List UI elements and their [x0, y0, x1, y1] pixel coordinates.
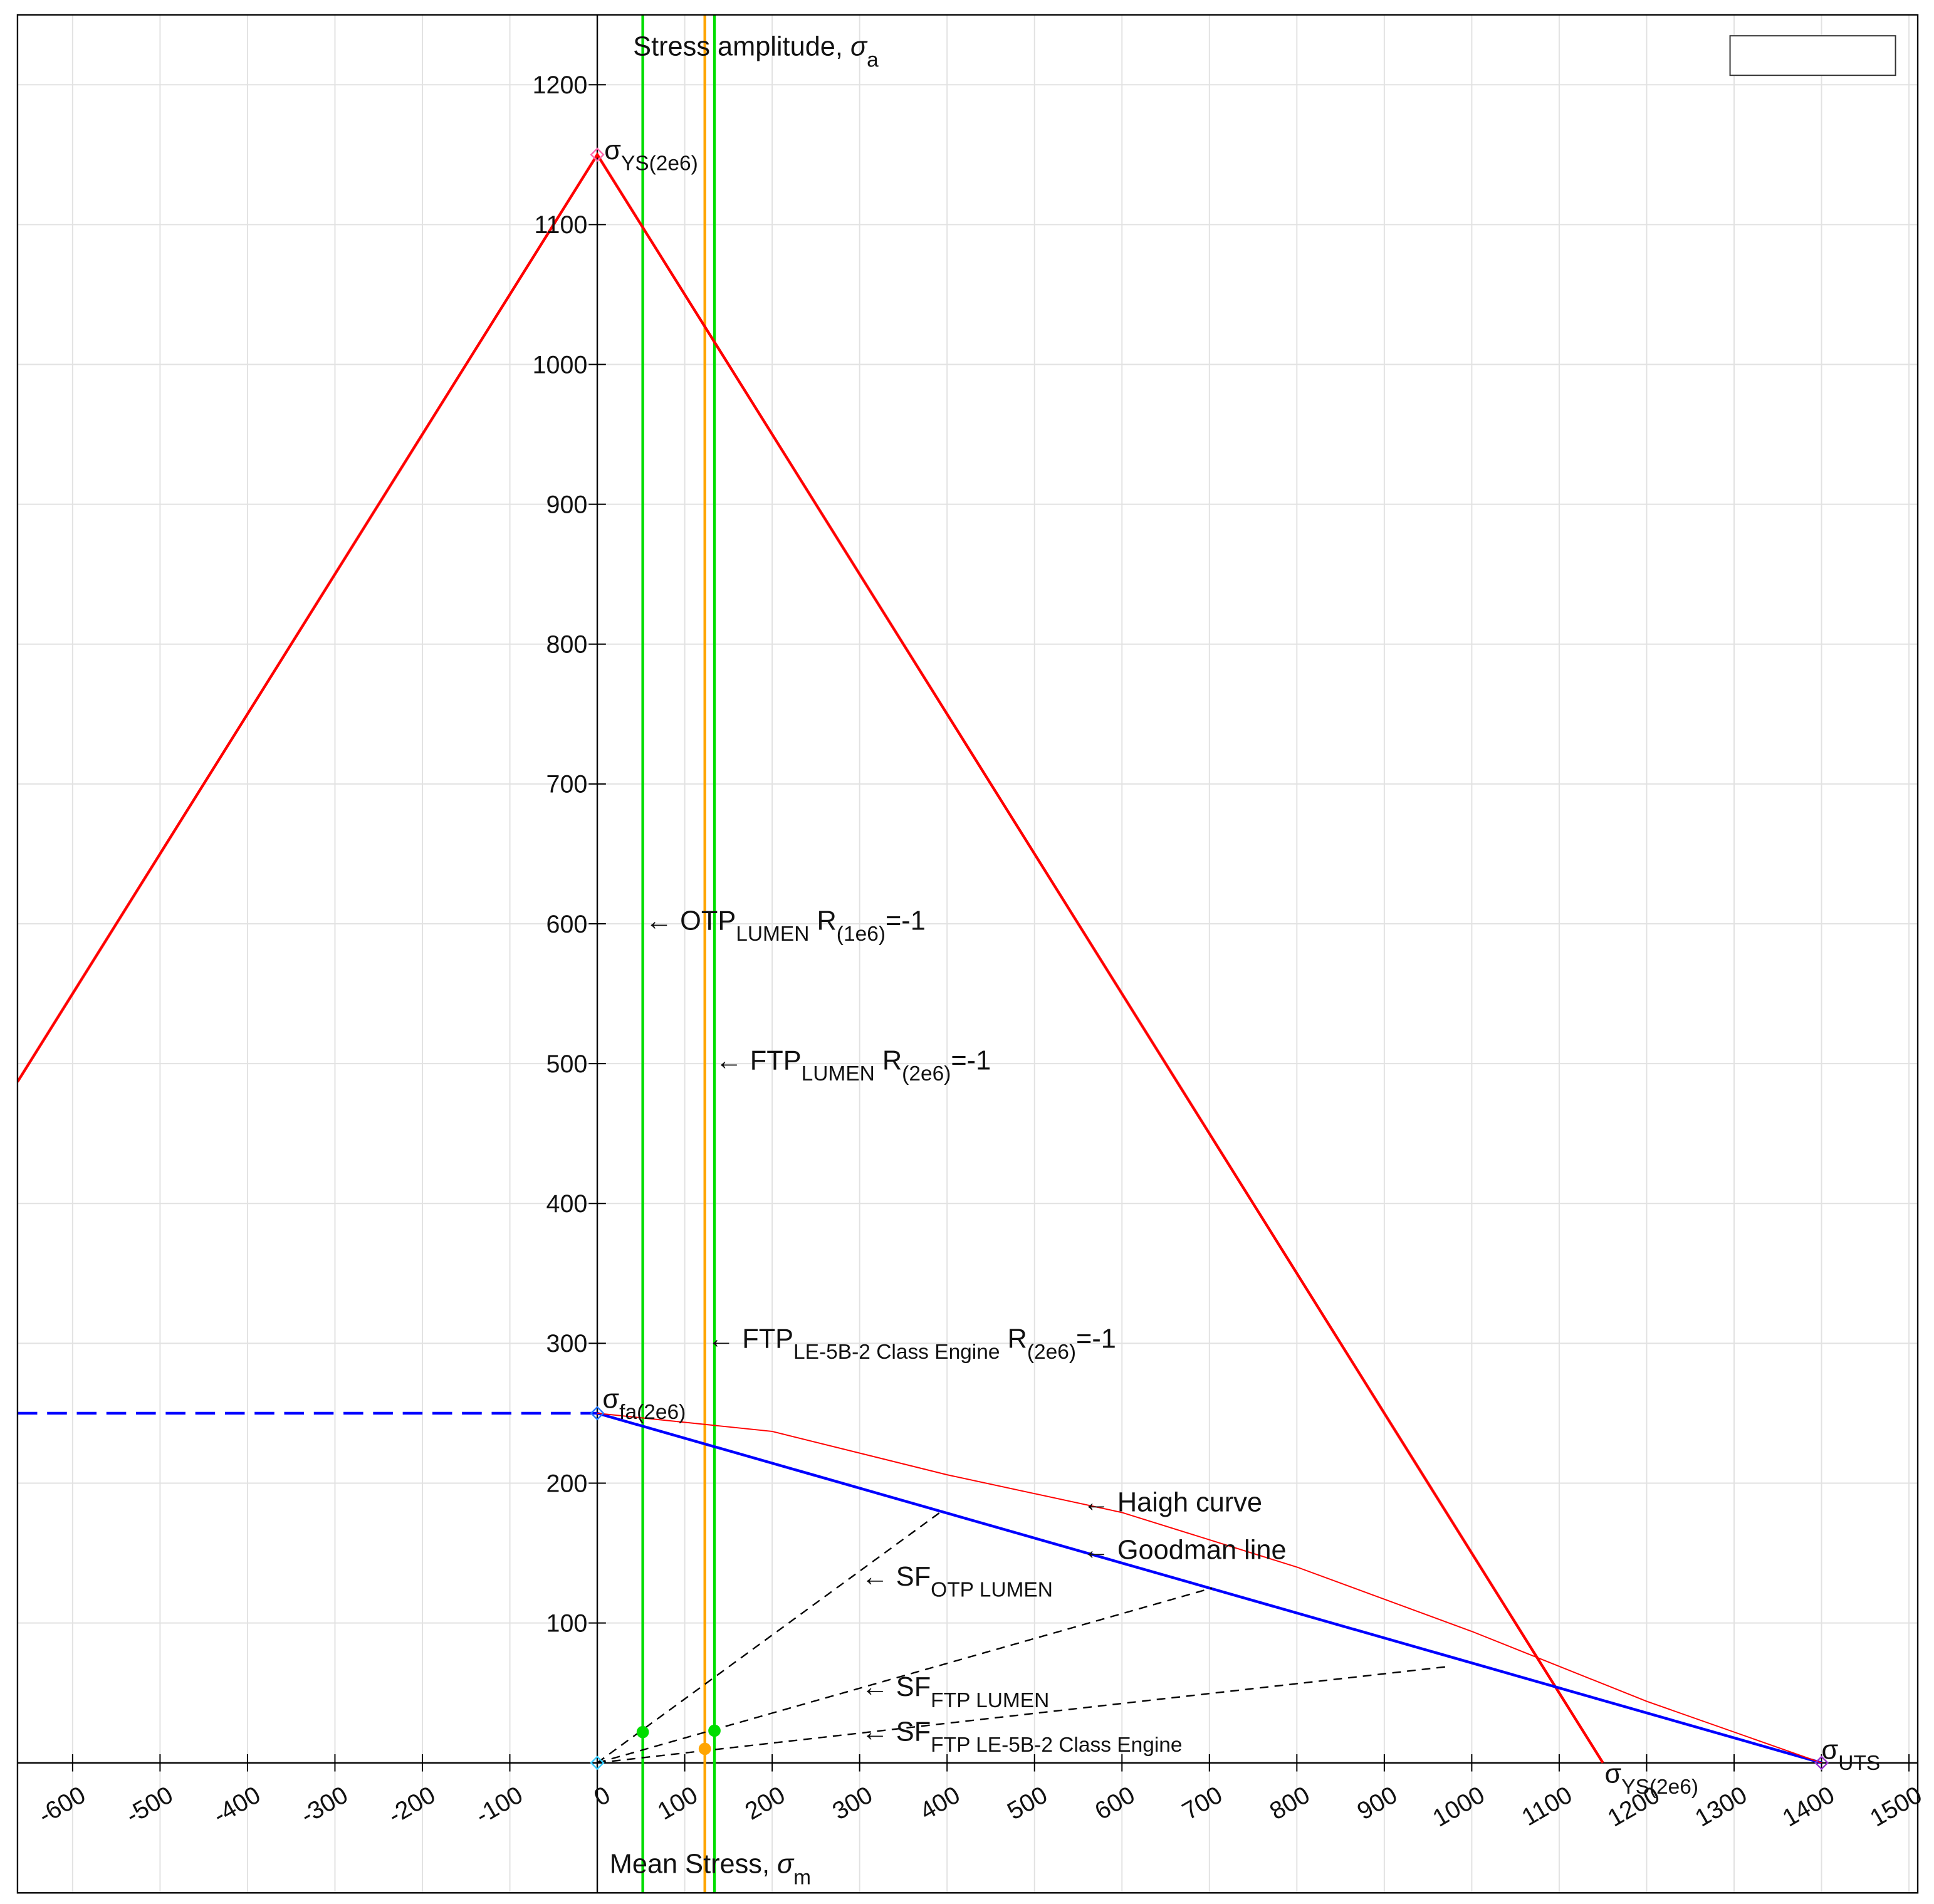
annotation: ← FTPLUMEN R(2e6)=-1	[715, 1045, 991, 1085]
y-tick-label: 1100	[535, 211, 588, 239]
text-part: ← Goodman line	[1082, 1535, 1286, 1565]
point	[698, 1742, 711, 1755]
axes-box	[16, 14, 1919, 1894]
annotation: σfa(2e6)	[602, 1384, 686, 1424]
text-part: (2e6)	[1027, 1341, 1076, 1364]
plot-area	[17, 14, 1822, 1893]
y-tick-label: 100	[546, 1609, 588, 1637]
text-part: ← SF	[861, 1562, 931, 1592]
text-part: (1e6)	[837, 923, 886, 946]
y-tick-label: 600	[546, 911, 588, 938]
text-part: =-1	[1076, 1324, 1116, 1354]
text-part: fa(2e6)	[619, 1401, 686, 1424]
text-part: ← SF	[861, 1717, 931, 1747]
grid	[17, 14, 1918, 1893]
annotation: ← SFOTP LUMEN	[861, 1562, 1052, 1602]
text-part: Mean Stress,	[610, 1849, 777, 1880]
text-part: R	[809, 906, 836, 936]
diamond-marker	[590, 147, 605, 162]
y-axis-label: Stress amplitude, σa	[633, 32, 879, 72]
annotation: ← Goodman line	[1082, 1535, 1286, 1565]
diamond-marker	[1814, 1755, 1829, 1771]
y-tick-label: 800	[546, 631, 588, 659]
y-tick-label: 200	[546, 1470, 588, 1497]
text-part: a	[867, 48, 879, 71]
annotation: ← SFFTP LE-5B-2 Class Engine	[861, 1717, 1182, 1757]
text-part: R	[875, 1045, 902, 1075]
y-tick-label: 300	[546, 1330, 588, 1357]
y-tick-label: 1000	[533, 351, 588, 379]
diamond-marker	[590, 1755, 605, 1771]
text-part: OTP LUMEN	[931, 1579, 1053, 1602]
text-part: =-1	[886, 906, 926, 936]
text-part: LUMEN	[802, 1062, 875, 1085]
legend	[1729, 35, 1896, 76]
text-part: R	[1000, 1324, 1027, 1354]
text-part: LUMEN	[736, 923, 809, 946]
y-tick-label: 700	[546, 771, 588, 798]
text-part: ← OTP	[646, 906, 736, 936]
point	[708, 1724, 721, 1737]
y-tick-label: 400	[546, 1190, 588, 1218]
text-part: (2e6)	[902, 1062, 951, 1085]
text-part: σ	[1604, 1759, 1621, 1789]
annotation: ← FTPLE-5B-2 Class Engine R(2e6)=-1	[708, 1324, 1116, 1364]
series-line	[597, 1510, 943, 1764]
series-line	[597, 1411, 1822, 1764]
y-tick-label: 500	[546, 1050, 588, 1078]
text-part: YS(2e6)	[1621, 1776, 1698, 1799]
text-part: σ	[777, 1849, 795, 1880]
annotation: σYS(2e6)	[1604, 1759, 1698, 1799]
text-part: FTP LUMEN	[931, 1689, 1049, 1712]
annotation: ← Haigh curve	[1082, 1488, 1262, 1518]
text-part: σ	[1822, 1735, 1839, 1765]
text-part: LE-5B-2 Class Engine	[793, 1341, 1000, 1364]
text-part: ← FTP	[708, 1324, 793, 1354]
annotation: σYS(2e6)	[604, 135, 698, 175]
y-tick-label: 1200	[533, 71, 588, 99]
x-axis-label: Mean Stress, σm	[610, 1849, 811, 1890]
text-part: FTP LE-5B-2 Class Engine	[931, 1734, 1182, 1757]
text-part: YS(2e6)	[621, 152, 698, 175]
y-tick-label: 900	[546, 491, 588, 518]
diamond-marker	[590, 1406, 605, 1421]
series-line	[17, 152, 1604, 1764]
text-part: σ	[602, 1384, 619, 1414]
text-part: =-1	[951, 1045, 991, 1075]
series-line	[597, 1587, 1213, 1764]
text-part: ← Haigh curve	[1082, 1488, 1262, 1518]
series-line	[597, 1665, 1450, 1764]
annotation: ← OTPLUMEN R(1e6)=-1	[646, 906, 926, 946]
point	[636, 1725, 649, 1739]
text-part: σ	[850, 32, 868, 62]
annotation: σUTS	[1822, 1735, 1881, 1775]
series-line	[597, 1412, 1822, 1764]
text-part: UTS	[1838, 1752, 1880, 1775]
text-part: σ	[604, 135, 621, 165]
text-part: ← FTP	[715, 1045, 801, 1075]
text-part: ← SF	[861, 1672, 931, 1702]
text-part: m	[793, 1866, 811, 1889]
text-part: Stress amplitude,	[633, 32, 850, 62]
annotation: ← SFFTP LUMEN	[861, 1672, 1049, 1712]
